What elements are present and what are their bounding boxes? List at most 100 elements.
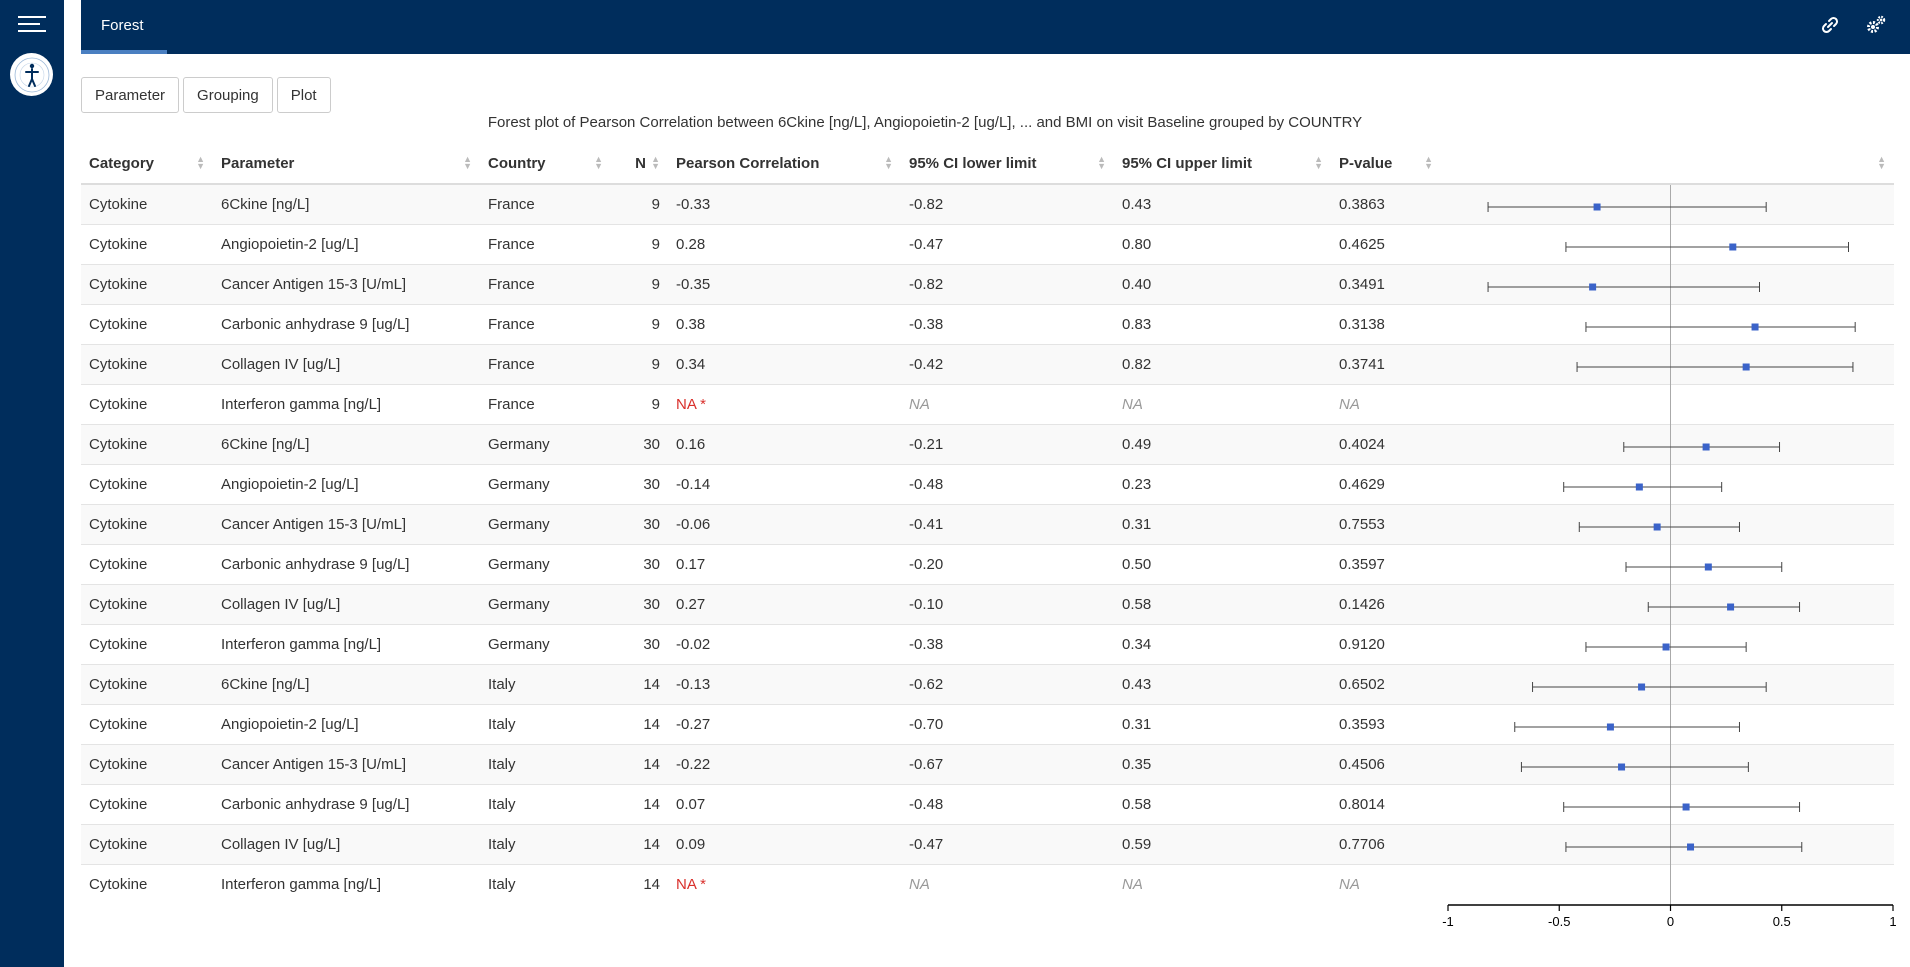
grouping-button[interactable]: Grouping (183, 77, 273, 113)
plot-title: Forest plot of Pearson Correlation betwe… (487, 114, 1363, 131)
column-header-category[interactable]: Category ▲ ▼ (81, 144, 213, 185)
column-header-ci-lower[interactable]: 95% CI lower limit ▲ ▼ (901, 144, 1114, 185)
column-header-parameter[interactable]: Parameter ▲ ▼ (213, 144, 480, 185)
cell-n: 14 (611, 863, 668, 904)
cell-p-value: 0.3593 (1331, 703, 1441, 744)
table-row: Cytokine Carbonic anhydrase 9 [ug/L] Franc… (81, 303, 1894, 344)
cell-plot (1441, 423, 1894, 464)
link-icon[interactable] (1819, 14, 1841, 36)
toolbar: Parameter Grouping Plot (81, 77, 331, 113)
cell-plot (1441, 823, 1894, 864)
cell-p-value: 0.1426 (1331, 583, 1441, 624)
cell-ci-upper: 0.31 (1114, 703, 1331, 744)
cell-plot (1441, 343, 1894, 384)
cell-country: France (480, 183, 611, 224)
estimate-point (1653, 523, 1661, 531)
cell-country: Italy (480, 663, 611, 704)
column-header-ci-upper[interactable]: 95% CI upper limit ▲ ▼ (1114, 144, 1331, 185)
cell-p-value: NA (1331, 863, 1441, 904)
cell-p-value: 0.3491 (1331, 263, 1441, 304)
cell-country: Germany (480, 623, 611, 664)
cell-country: Italy (480, 823, 611, 864)
sort-icon: ▲ ▼ (196, 154, 205, 171)
cell-category: Cytokine (81, 423, 213, 464)
estimate-point (1589, 283, 1597, 291)
estimate-point (1702, 443, 1710, 451)
sort-icon: ▲ ▼ (1424, 154, 1433, 171)
cell-parameter: Carbonic anhydrase 9 [ug/L] (213, 543, 480, 584)
results-table: Category ▲ ▼ Parameter ▲ ▼ Country ▲ ▼ N ▲ ▼ Pea… (81, 144, 1894, 904)
cell-pearson-correlation: 0.27 (668, 583, 901, 624)
cell-country: Italy (480, 743, 611, 784)
table-row: Cytokine Carbonic anhydrase 9 [ug/L] Italy… (81, 783, 1894, 824)
sort-icon: ▲ ▼ (1097, 154, 1106, 171)
cell-country: France (480, 263, 611, 304)
parameter-button[interactable]: Parameter (81, 77, 180, 113)
cell-plot (1441, 223, 1894, 264)
cell-plot (1441, 183, 1894, 224)
estimate-point (1729, 243, 1737, 251)
cell-n: 30 (611, 543, 668, 584)
cell-category: Cytokine (81, 543, 213, 584)
cell-plot (1441, 263, 1894, 304)
table-row: Cytokine Collagen IV [ug/L] France 9 0.34 -0.… (81, 343, 1894, 384)
x-tick-label: -0.5 (1548, 914, 1570, 929)
settings-gears-icon[interactable] (1865, 14, 1887, 36)
sort-icon: ▲ ▼ (1314, 154, 1323, 171)
cell-plot (1441, 743, 1894, 784)
column-header-n[interactable]: N ▲ ▼ (611, 144, 668, 185)
cell-pearson-correlation: -0.14 (668, 463, 901, 504)
column-header-p-value[interactable]: P-value ▲ ▼ (1331, 144, 1441, 185)
cell-country: Germany (480, 463, 611, 504)
column-header-plot[interactable]: ▲ ▼ (1441, 144, 1894, 185)
cell-country: France (480, 303, 611, 344)
cell-n: 14 (611, 823, 668, 864)
cell-plot (1441, 303, 1894, 344)
cell-p-value: 0.6502 (1331, 663, 1441, 704)
cell-category: Cytokine (81, 823, 213, 864)
cell-category: Cytokine (81, 263, 213, 304)
tab-forest[interactable]: Forest (81, 0, 167, 54)
cell-country: France (480, 223, 611, 264)
cell-p-value: 0.3597 (1331, 543, 1441, 584)
cell-n: 30 (611, 583, 668, 624)
cell-p-value: 0.3138 (1331, 303, 1441, 344)
forest-plot: -1 -0.5 0 0.5 1 (1442, 185, 1897, 929)
cell-ci-upper: 0.82 (1114, 343, 1331, 384)
cell-pearson-correlation: 0.16 (668, 423, 901, 464)
cell-pearson-correlation: -0.13 (668, 663, 901, 704)
cell-p-value: 0.4625 (1331, 223, 1441, 264)
cell-p-value: 0.9120 (1331, 623, 1441, 664)
cell-ci-lower: NA (901, 383, 1114, 424)
cell-parameter: Angiopoietin-2 [ug/L] (213, 463, 480, 504)
avatar[interactable] (10, 53, 53, 96)
sidebar (0, 0, 64, 967)
estimate-point (1618, 763, 1626, 771)
cell-plot (1441, 703, 1894, 744)
column-header-country[interactable]: Country ▲ ▼ (480, 144, 611, 185)
cell-ci-upper: 0.80 (1114, 223, 1331, 264)
estimate-point (1593, 203, 1601, 211)
table-row: Cytokine Cancer Antigen 15-3 [U/mL] France… (81, 263, 1894, 304)
cell-category: Cytokine (81, 503, 213, 544)
cell-n: 30 (611, 423, 668, 464)
cell-n: 30 (611, 503, 668, 544)
x-tick-label: -1 (1442, 914, 1454, 929)
cell-n: 9 (611, 343, 668, 384)
cell-ci-upper: NA (1114, 383, 1331, 424)
cell-category: Cytokine (81, 303, 213, 344)
cell-ci-upper: 0.49 (1114, 423, 1331, 464)
cell-category: Cytokine (81, 343, 213, 384)
cell-category: Cytokine (81, 383, 213, 424)
cell-category: Cytokine (81, 863, 213, 904)
column-header-pearson-correlation[interactable]: Pearson Correlation ▲ ▼ (668, 144, 901, 185)
plot-button[interactable]: Plot (276, 77, 331, 113)
cell-category: Cytokine (81, 663, 213, 704)
cell-n: 9 (611, 303, 668, 344)
table-row: Cytokine Interferon gamma [ng/L] Italy 14 NA… (81, 863, 1894, 904)
cell-plot (1441, 543, 1894, 584)
hamburger-menu-icon[interactable] (18, 14, 46, 34)
cell-ci-lower: -0.82 (901, 263, 1114, 304)
table-row: Cytokine 6Ckine [ng/L] Italy 14 -0.13 -0.62 0.… (81, 663, 1894, 704)
cell-country: Germany (480, 423, 611, 464)
